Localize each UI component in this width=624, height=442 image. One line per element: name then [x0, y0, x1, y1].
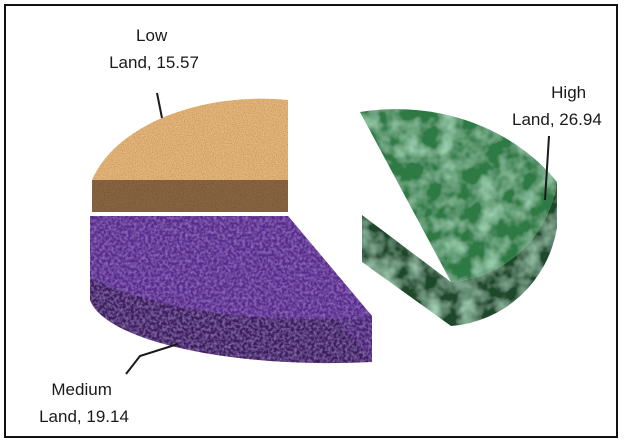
leader-line-low-land: [156, 92, 163, 119]
leader-line-high-land: [544, 135, 550, 201]
slice-low-land: [92, 98, 288, 212]
slice-high-land-top: [360, 109, 557, 282]
slice-low-land-top: [92, 98, 288, 180]
slice-medium-land: [90, 216, 372, 364]
data-label-medium-land: Medium Land, 19.14: [39, 380, 129, 426]
slice-medium-land-top: [90, 216, 372, 319]
slice-high-land: [360, 109, 557, 326]
data-label-low-land: Low Land, 15.57: [109, 26, 199, 72]
leader-line-medium-land: [125, 343, 179, 375]
data-label-high-land: High Land, 26.94: [512, 83, 602, 129]
slice-high-land-side: [362, 182, 557, 326]
slice-low-land-side: [92, 180, 288, 212]
